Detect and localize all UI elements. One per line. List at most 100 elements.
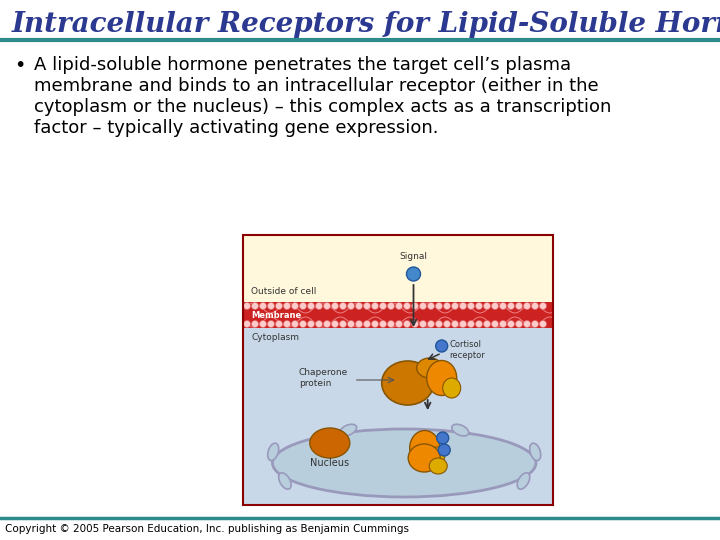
Circle shape: [475, 321, 482, 327]
Circle shape: [356, 302, 362, 309]
Circle shape: [475, 302, 482, 309]
Circle shape: [412, 302, 418, 309]
Ellipse shape: [429, 458, 447, 474]
Circle shape: [387, 302, 395, 309]
Circle shape: [437, 432, 449, 444]
Circle shape: [340, 302, 346, 309]
Ellipse shape: [530, 443, 541, 461]
Circle shape: [284, 302, 290, 309]
Circle shape: [467, 321, 474, 327]
Ellipse shape: [417, 358, 443, 378]
Circle shape: [492, 302, 498, 309]
Text: Outside of cell: Outside of cell: [251, 287, 316, 296]
Ellipse shape: [382, 361, 433, 405]
Circle shape: [395, 321, 402, 327]
Ellipse shape: [272, 429, 536, 497]
Circle shape: [516, 302, 523, 309]
Circle shape: [539, 321, 546, 327]
Ellipse shape: [410, 430, 440, 465]
Circle shape: [407, 267, 420, 281]
Circle shape: [364, 321, 371, 327]
Circle shape: [459, 302, 467, 309]
Ellipse shape: [268, 443, 279, 461]
Text: Chaperone
protein: Chaperone protein: [299, 368, 348, 388]
Circle shape: [340, 321, 346, 327]
Text: Cortisol
receptor: Cortisol receptor: [450, 340, 485, 360]
Circle shape: [331, 302, 338, 309]
Circle shape: [444, 321, 451, 327]
Circle shape: [268, 321, 274, 327]
Circle shape: [403, 321, 410, 327]
Text: factor – typically activating gene expression.: factor – typically activating gene expre…: [34, 119, 438, 137]
Text: A lipid-soluble hormone penetrates the target cell’s plasma: A lipid-soluble hormone penetrates the t…: [34, 56, 571, 74]
Circle shape: [531, 321, 539, 327]
Text: Intracellular Receptors for Lipid-Soluble Hormones: Intracellular Receptors for Lipid-Solubl…: [12, 10, 720, 37]
Circle shape: [508, 302, 515, 309]
Text: Copyright © 2005 Pearson Education, Inc. publishing as Benjamin Cummings: Copyright © 2005 Pearson Education, Inc.…: [5, 524, 409, 534]
Text: •: •: [14, 56, 25, 75]
Circle shape: [268, 302, 274, 309]
Circle shape: [379, 302, 387, 309]
Circle shape: [259, 321, 266, 327]
Circle shape: [292, 302, 299, 309]
Circle shape: [356, 321, 362, 327]
Circle shape: [436, 340, 448, 352]
Bar: [243, 235, 553, 505]
Circle shape: [300, 302, 307, 309]
Circle shape: [420, 321, 426, 327]
Circle shape: [284, 321, 290, 327]
Ellipse shape: [279, 473, 291, 489]
Text: Cytoplasm: Cytoplasm: [251, 333, 299, 342]
Circle shape: [315, 321, 323, 327]
Circle shape: [539, 302, 546, 309]
Circle shape: [259, 302, 266, 309]
Circle shape: [420, 302, 426, 309]
Polygon shape: [243, 302, 553, 328]
Circle shape: [500, 302, 506, 309]
Circle shape: [372, 321, 379, 327]
Circle shape: [436, 302, 443, 309]
Circle shape: [459, 321, 467, 327]
Circle shape: [467, 302, 474, 309]
Circle shape: [395, 302, 402, 309]
Circle shape: [307, 321, 315, 327]
Circle shape: [500, 321, 506, 327]
Circle shape: [300, 321, 307, 327]
Circle shape: [292, 321, 299, 327]
Circle shape: [243, 302, 251, 309]
Ellipse shape: [443, 378, 461, 398]
Polygon shape: [243, 328, 553, 505]
Circle shape: [348, 302, 354, 309]
Text: Nucleus: Nucleus: [310, 458, 349, 468]
Bar: [243, 302, 553, 328]
Circle shape: [276, 321, 282, 327]
Circle shape: [516, 321, 523, 327]
Text: cytoplasm or the nucleus) – this complex acts as a transcription: cytoplasm or the nucleus) – this complex…: [34, 98, 611, 116]
Ellipse shape: [427, 361, 456, 395]
Circle shape: [276, 302, 282, 309]
Circle shape: [508, 321, 515, 327]
Text: Signal: Signal: [400, 252, 428, 261]
Circle shape: [372, 302, 379, 309]
Ellipse shape: [517, 473, 530, 489]
Ellipse shape: [451, 424, 469, 436]
Circle shape: [531, 302, 539, 309]
Polygon shape: [243, 235, 553, 302]
Circle shape: [364, 302, 371, 309]
Circle shape: [436, 321, 443, 327]
Circle shape: [315, 302, 323, 309]
Ellipse shape: [408, 444, 440, 472]
Circle shape: [451, 321, 459, 327]
Text: Membrane: Membrane: [251, 310, 301, 320]
Ellipse shape: [340, 424, 356, 436]
Text: membrane and binds to an intracellular receptor (either in the: membrane and binds to an intracellular r…: [34, 77, 598, 95]
Circle shape: [438, 444, 450, 456]
Circle shape: [484, 302, 490, 309]
Circle shape: [251, 321, 258, 327]
Circle shape: [492, 321, 498, 327]
Circle shape: [323, 321, 330, 327]
Circle shape: [251, 302, 258, 309]
Circle shape: [412, 321, 418, 327]
Circle shape: [444, 302, 451, 309]
Ellipse shape: [428, 447, 445, 465]
